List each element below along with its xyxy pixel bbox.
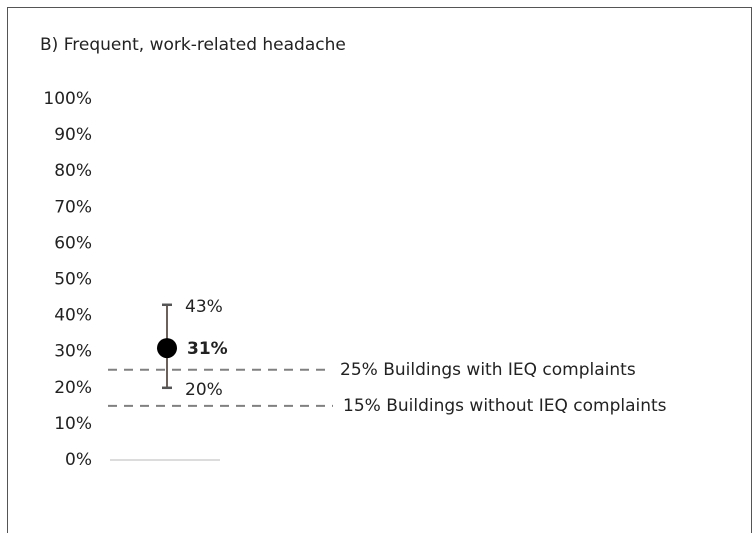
y-tick-label: 70% [54, 197, 92, 217]
point [157, 338, 177, 359]
y-tick-label: 80% [54, 161, 92, 181]
value-label: 31% [187, 339, 228, 359]
reference-label: 25% Buildings with IEQ complaints [340, 360, 636, 380]
y-tick-label: 50% [54, 270, 92, 290]
y-tick-label: 90% [54, 125, 92, 145]
chart-frame [7, 7, 752, 533]
y-tick-label: 0% [65, 450, 92, 470]
y-tick-label: 40% [54, 306, 92, 326]
y-tick-label: 30% [54, 342, 92, 362]
y-tick-label: 20% [54, 378, 92, 398]
y-tick-label: 10% [54, 414, 92, 434]
reference-label: 15% Buildings without IEQ complaints [343, 396, 667, 416]
lower-label: 20% [185, 380, 223, 400]
y-tick-label: 100% [43, 89, 92, 109]
upper-label: 43% [185, 297, 223, 317]
y-tick-label: 60% [54, 233, 92, 253]
chart-title: B) Frequent, work-related headache [40, 35, 346, 55]
